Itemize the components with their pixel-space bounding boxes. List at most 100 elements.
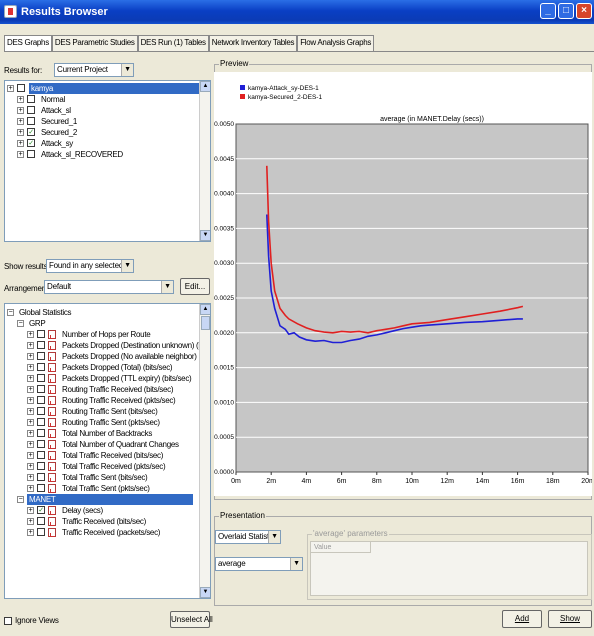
statistic-item[interactable]: + Traffic Received (packets/sec)	[27, 527, 193, 538]
statistic-item[interactable]: + Packets Dropped (Destination unknown) (…	[27, 340, 210, 351]
statistic-checkbox[interactable]	[37, 528, 45, 536]
expand-icon[interactable]: +	[17, 107, 24, 114]
results-for-select[interactable]: Current Project ▼	[54, 63, 134, 77]
tree-node-global-statistics[interactable]: − Global Statistics	[7, 307, 193, 318]
chevron-down-icon[interactable]: ▼	[161, 281, 173, 293]
statistic-item[interactable]: + Number of Hops per Route	[27, 329, 193, 340]
statistic-checkbox[interactable]	[37, 440, 45, 448]
show-button[interactable]: Show	[548, 610, 592, 628]
arrangement-select[interactable]: Default ▼	[44, 280, 174, 294]
statistic-checkbox[interactable]	[37, 517, 45, 525]
tab-des-parametric-studies[interactable]: DES Parametric Studies	[51, 35, 138, 51]
scroll-thumb[interactable]	[201, 316, 210, 330]
chevron-down-icon[interactable]: ▼	[268, 531, 280, 543]
scroll-up-icon[interactable]: ▲	[200, 81, 210, 92]
statistic-item[interactable]: + Routing Traffic Received (pkts/sec)	[27, 395, 193, 406]
tree-checkbox[interactable]	[27, 150, 35, 158]
expand-icon[interactable]: +	[17, 118, 24, 125]
collapse-icon[interactable]: −	[7, 309, 14, 316]
expand-icon[interactable]: +	[27, 408, 34, 415]
scroll-up-icon[interactable]: ▲	[200, 304, 210, 315]
tree-node-manet[interactable]: − MANET	[17, 494, 193, 505]
tree-checkbox[interactable]: ✓	[27, 128, 35, 136]
expand-icon[interactable]: +	[27, 452, 34, 459]
statistic-checkbox[interactable]: ✓	[37, 506, 45, 514]
statistic-item[interactable]: + Routing Traffic Sent (pkts/sec)	[27, 417, 193, 428]
statistic-item[interactable]: + Total Traffic Sent (bits/sec)	[27, 472, 193, 483]
statistics-tree-scrollbar[interactable]: ▲ ▼	[199, 304, 210, 598]
expand-icon[interactable]: +	[27, 474, 34, 481]
statistic-checkbox[interactable]	[37, 407, 45, 415]
tree-node-grp[interactable]: − GRP	[17, 318, 193, 329]
statistic-checkbox[interactable]	[37, 352, 45, 360]
edit-arrangement-button[interactable]: Edit...	[180, 278, 210, 295]
expand-icon[interactable]: +	[7, 85, 14, 92]
collapse-icon[interactable]: −	[17, 496, 24, 503]
expand-icon[interactable]: +	[17, 140, 24, 147]
collapse-icon[interactable]: −	[17, 320, 24, 327]
presentation-function-select[interactable]: average ▼	[215, 557, 303, 571]
expand-icon[interactable]: +	[27, 419, 34, 426]
tree-checkbox[interactable]	[27, 106, 35, 114]
unselect-all-button[interactable]: Unselect All	[170, 611, 213, 628]
chevron-down-icon[interactable]: ▼	[121, 260, 133, 272]
expand-icon[interactable]: +	[27, 342, 34, 349]
statistics-tree-panel[interactable]: − Global Statistics − GRP + Number of Hops pe…	[4, 303, 211, 599]
ignore-views-checkbox[interactable]	[4, 617, 12, 625]
expand-icon[interactable]: +	[17, 129, 24, 136]
project-tree-panel[interactable]: + kamya + Normal + Attack_sl + Secured_1 + ✓ Secur…	[4, 80, 211, 242]
expand-icon[interactable]: +	[27, 397, 34, 404]
expand-icon[interactable]: +	[27, 353, 34, 360]
scroll-down-icon[interactable]: ▼	[200, 587, 210, 598]
expand-icon[interactable]: +	[27, 430, 34, 437]
expand-icon[interactable]: +	[27, 518, 34, 525]
statistic-item[interactable]: + Total Traffic Received (bits/sec)	[27, 450, 193, 461]
statistic-item[interactable]: + Total Traffic Received (pkts/sec)	[27, 461, 193, 472]
tab-network-inventory-tables[interactable]: Network Inventory Tables	[208, 35, 298, 51]
chevron-down-icon[interactable]: ▼	[121, 64, 133, 76]
expand-icon[interactable]: +	[27, 441, 34, 448]
statistic-checkbox[interactable]	[37, 363, 45, 371]
expand-icon[interactable]: +	[27, 364, 34, 371]
expand-icon[interactable]: +	[17, 151, 24, 158]
statistic-item[interactable]: + Traffic Received (bits/sec)	[27, 516, 193, 527]
show-results-select[interactable]: Found in any selected files ▼	[46, 259, 134, 273]
tree-checkbox[interactable]	[17, 84, 25, 92]
minimize-button[interactable]: _	[540, 3, 556, 19]
statistic-checkbox[interactable]	[37, 396, 45, 404]
tree-checkbox[interactable]: ✓	[27, 139, 35, 147]
chevron-down-icon[interactable]: ▼	[290, 558, 302, 570]
close-button[interactable]: ×	[576, 3, 592, 19]
statistic-checkbox[interactable]	[37, 429, 45, 437]
expand-icon[interactable]: +	[27, 331, 34, 338]
scroll-down-icon[interactable]: ▼	[200, 230, 210, 241]
presentation-mode-select[interactable]: Overlaid Statistics ▼	[215, 530, 281, 544]
tab-des-graphs[interactable]: DES Graphs	[4, 35, 52, 52]
statistic-checkbox[interactable]	[37, 418, 45, 426]
expand-icon[interactable]: +	[27, 485, 34, 492]
statistic-checkbox[interactable]	[37, 341, 45, 349]
statistic-checkbox[interactable]	[37, 473, 45, 481]
statistic-item[interactable]: + Packets Dropped (Total) (bits/sec)	[27, 362, 193, 373]
tab-flow-analysis-graphs[interactable]: Flow Analysis Graphs	[297, 35, 375, 51]
tree-checkbox[interactable]	[27, 117, 35, 125]
add-button[interactable]: Add	[502, 610, 542, 628]
expand-icon[interactable]: +	[27, 507, 34, 514]
statistic-item[interactable]: + Total Number of Quadrant Changes	[27, 439, 193, 450]
statistic-checkbox[interactable]	[37, 374, 45, 382]
title-bar[interactable]: Results Browser _ □ ×	[0, 0, 594, 24]
tree-checkbox[interactable]	[27, 95, 35, 103]
statistic-item[interactable]: + Total Number of Backtracks	[27, 428, 193, 439]
tab-des-run-tables[interactable]: DES Run (1) Tables	[137, 35, 209, 51]
statistic-checkbox[interactable]	[37, 330, 45, 338]
statistic-checkbox[interactable]	[37, 385, 45, 393]
statistic-item[interactable]: + Total Traffic Sent (pkts/sec)	[27, 483, 193, 494]
expand-icon[interactable]: +	[27, 386, 34, 393]
statistic-checkbox[interactable]	[37, 451, 45, 459]
maximize-button[interactable]: □	[558, 3, 574, 19]
statistic-item[interactable]: + ✓ Delay (secs)	[27, 505, 193, 516]
statistic-item[interactable]: + Routing Traffic Sent (bits/sec)	[27, 406, 193, 417]
statistic-item[interactable]: + Packets Dropped (No available neighbor)…	[27, 351, 210, 362]
statistic-item[interactable]: + Packets Dropped (TTL expiry) (bits/sec)	[27, 373, 193, 384]
statistic-checkbox[interactable]	[37, 484, 45, 492]
